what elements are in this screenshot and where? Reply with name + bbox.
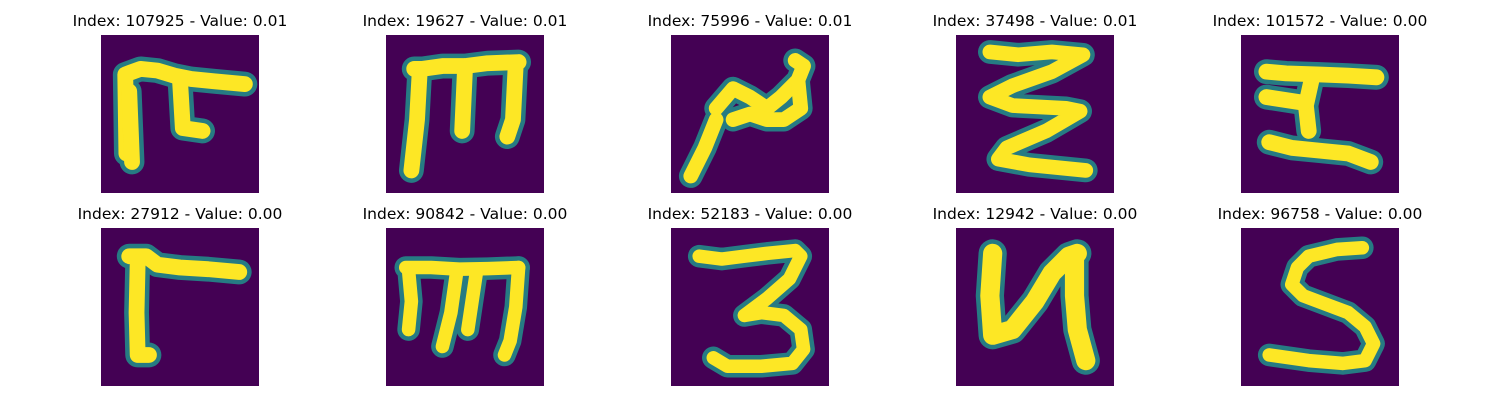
panel-title: Index: 12942 - Value: 0.00	[932, 205, 1138, 223]
panel-title: Index: 90842 - Value: 0.00	[362, 205, 568, 223]
glyph-image	[1241, 228, 1399, 386]
panel-title: Index: 52183 - Value: 0.00	[647, 205, 853, 223]
panel-title: Index: 107925 - Value: 0.01	[72, 12, 288, 30]
panel-title: Index: 75996 - Value: 0.01	[647, 12, 853, 30]
panel-title: Index: 96758 - Value: 0.00	[1217, 205, 1423, 223]
panel-title: Index: 27912 - Value: 0.00	[77, 205, 283, 223]
panel-title: Index: 101572 - Value: 0.00	[1212, 12, 1428, 30]
panel-title: Index: 19627 - Value: 0.01	[362, 12, 568, 30]
glyph-image	[1241, 35, 1399, 193]
glyph-image	[956, 35, 1114, 193]
glyph-image	[671, 35, 829, 193]
panel-title: Index: 37498 - Value: 0.01	[932, 12, 1138, 30]
glyph-image	[101, 35, 259, 193]
glyph-image	[101, 228, 259, 386]
glyph-image	[386, 35, 544, 193]
glyph-image	[386, 228, 544, 386]
glyph-image	[671, 228, 829, 386]
glyph-image	[956, 228, 1114, 386]
